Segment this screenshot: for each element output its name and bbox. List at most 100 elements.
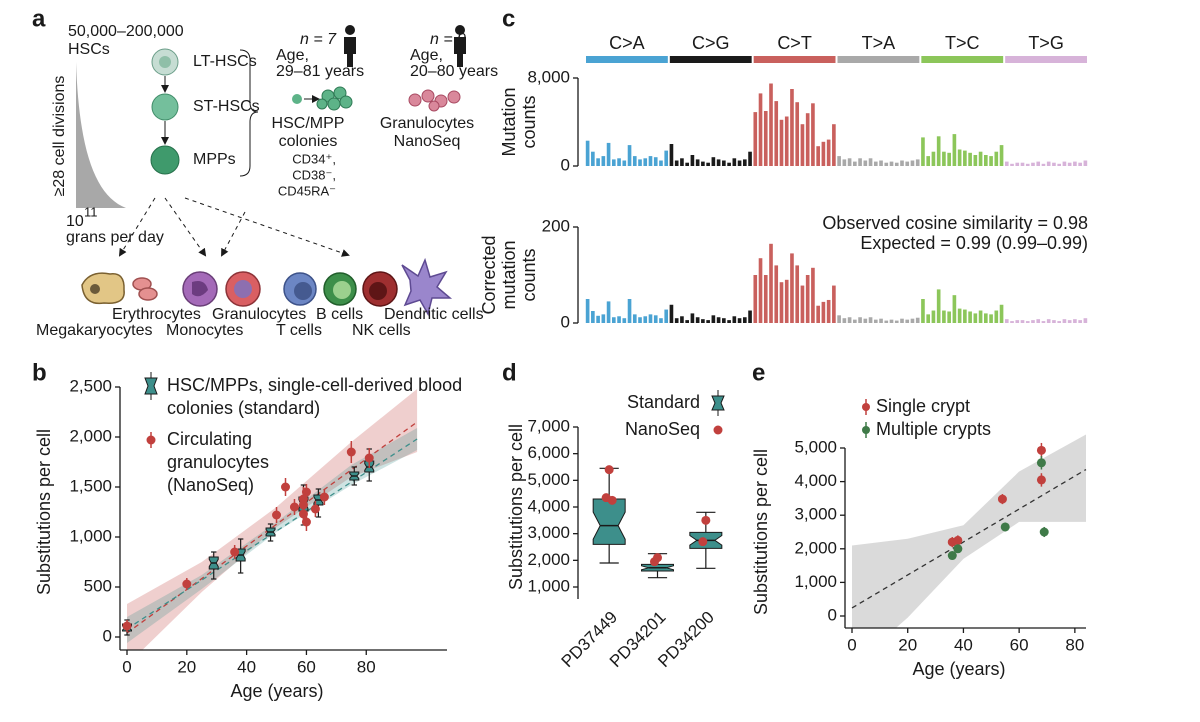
bar (1046, 161, 1051, 166)
bar (669, 304, 674, 323)
colony-icon (316, 86, 353, 111)
bar (585, 299, 590, 323)
bar (627, 145, 632, 166)
output-base: 10 (66, 213, 84, 230)
hsc-count: 50,000–200,000 (68, 23, 184, 40)
x-tick-label: 80 (1065, 635, 1084, 654)
y-tick-label: 500 (84, 576, 112, 595)
point (953, 535, 963, 545)
x-tick-label: 60 (1010, 635, 1029, 654)
confidence-band (127, 389, 418, 650)
cell-type-label: Erythrocytes (112, 306, 201, 323)
bar (737, 160, 742, 166)
bar (779, 119, 784, 166)
bar (805, 113, 810, 166)
bar (632, 314, 637, 323)
bar (1078, 320, 1082, 323)
cell-type-label: Megakaryocytes (36, 322, 153, 339)
bar (905, 319, 910, 323)
bar (873, 319, 878, 323)
bar (1041, 321, 1046, 323)
x-tick-label: 60 (297, 657, 316, 676)
bar (926, 156, 931, 166)
bar (1015, 162, 1020, 166)
bar (606, 142, 611, 166)
divisions-label: ≥28 cell divisions (51, 76, 68, 197)
bar (1073, 319, 1077, 323)
y-tick-label: 6,000 (527, 443, 570, 462)
bar (1057, 163, 1062, 166)
bar (816, 146, 820, 166)
hierarchy-label: LT-HSCs (193, 53, 257, 70)
bar (800, 124, 805, 166)
bar (926, 314, 931, 323)
point (301, 517, 311, 527)
x-tick-label: 0 (122, 657, 131, 676)
x-axis-label: Age (years) (912, 659, 1005, 679)
panel-label: b (32, 359, 47, 386)
bar (601, 156, 606, 166)
bar (674, 318, 679, 323)
bar (591, 311, 595, 323)
y-tick-label: 4,000 (527, 496, 570, 515)
bar (695, 159, 700, 166)
bar (674, 160, 679, 166)
bar (947, 311, 951, 323)
x-axis-label: Age (years) (230, 681, 323, 701)
cohort-sample: colonies (279, 133, 338, 150)
cell-type-label: B cells (316, 306, 363, 323)
division-curve (76, 62, 126, 208)
bar (1031, 320, 1035, 323)
bar (664, 150, 669, 166)
bar (774, 101, 779, 166)
bar (889, 161, 894, 166)
panel-label: e (752, 359, 765, 386)
bar (790, 253, 794, 323)
bar (910, 318, 915, 323)
point (182, 579, 192, 589)
bar (832, 124, 836, 166)
bar (596, 315, 600, 323)
bar (1052, 320, 1056, 323)
legend-marker (146, 435, 156, 445)
cohort-sample: NanoSeq (394, 133, 461, 150)
panel-a: a 50,000–200,000 HSCs ≥28 cell divisions… (32, 5, 498, 339)
class-bar (586, 56, 668, 63)
legend-marker (711, 395, 725, 411)
bar (669, 144, 674, 166)
bar (1041, 163, 1046, 166)
bar (653, 157, 658, 166)
x-tick-label: 20 (177, 657, 196, 676)
bar (585, 140, 590, 166)
bar (858, 317, 862, 323)
y-tick-label: 2,000 (794, 538, 837, 557)
legend-label: Single crypt (876, 396, 970, 416)
bar (942, 310, 946, 323)
legend-label: Circulating granulocytes (NanoSeq) (167, 429, 269, 495)
y-tick-label: 0 (103, 626, 112, 645)
confidence-band (127, 428, 418, 643)
bar (701, 161, 705, 166)
bar (832, 285, 836, 323)
legend-label: HSC/MPPs, single-cell-derived blood colon… (167, 375, 462, 418)
class-label: C>T (777, 33, 812, 53)
bar (952, 295, 957, 323)
bar (664, 309, 669, 323)
bar (942, 151, 946, 166)
bar (1036, 319, 1041, 323)
bar (842, 318, 847, 323)
bar (701, 319, 705, 323)
bar (1010, 321, 1014, 323)
bar (638, 317, 642, 323)
y-tick-label: 5,000 (527, 470, 570, 489)
y-tick-label: 8,000 (527, 67, 570, 86)
y-axis-label: Correctedmutationcounts (479, 235, 539, 314)
bar (936, 289, 941, 323)
point (947, 551, 957, 561)
bar (847, 158, 852, 166)
panel-label: d (502, 359, 517, 386)
bar (957, 149, 962, 166)
bar (863, 160, 868, 166)
bar (978, 310, 983, 323)
